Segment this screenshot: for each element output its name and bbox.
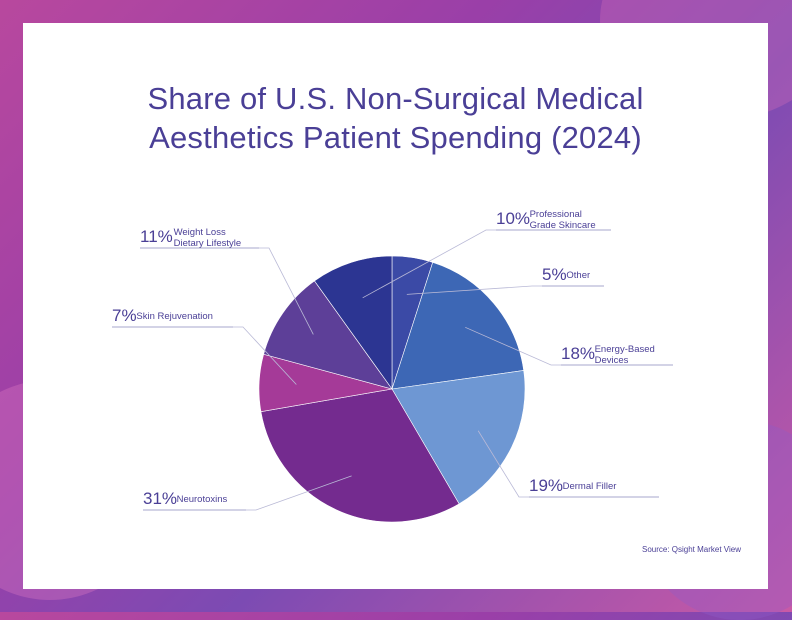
category-label-weight: Weight Loss — [174, 227, 226, 238]
category-label-energy: Energy-Based — [595, 344, 655, 355]
leader-line-other — [406, 285, 542, 295]
leader-line-dermal — [477, 430, 529, 498]
category-label-skincare: Grade Skincare — [530, 220, 596, 231]
category-label-dermal: Dermal Filler — [563, 481, 617, 492]
pie-slice-dermal — [391, 370, 526, 505]
pct-label-skincare: 10% — [496, 209, 530, 228]
leader-line-skincare — [362, 229, 496, 299]
chart-title: Share of U.S. Non-Surgical Medical Aesth… — [23, 79, 768, 157]
category-label-weight: Dietary Lifestyle — [174, 238, 242, 249]
leader-line-energy — [465, 326, 561, 366]
pie-slice-weight — [263, 280, 393, 390]
title-line-2: Aesthetics Patient Spending (2024) — [149, 120, 642, 155]
pct-label-skinrej: 7% — [112, 306, 137, 325]
pie-slice-neuro — [260, 388, 460, 523]
pct-label-other: 5% — [542, 265, 567, 284]
category-label-skincare: Professional — [530, 209, 582, 220]
pct-label-weight: 11% — [140, 227, 173, 246]
leader-line-neuro — [246, 475, 352, 511]
pie-slices — [258, 255, 526, 523]
title-line-1: Share of U.S. Non-Surgical Medical — [147, 81, 644, 116]
pie-slice-energy — [391, 262, 525, 390]
pct-label-neuro: 31% — [143, 489, 177, 508]
category-label-neuro: Neurotoxins — [177, 494, 228, 505]
category-label-skinrej: Skin Rejuvenation — [136, 311, 213, 322]
leader-line-skinrej — [233, 326, 297, 385]
category-label-energy: Devices — [595, 355, 629, 366]
source-note: Source: Qsight Market View — [641, 545, 741, 554]
pie-slice-skincare — [314, 255, 393, 390]
category-label-other: Other — [566, 270, 590, 281]
leader-line-weight — [259, 247, 314, 335]
pct-label-energy: 18% — [561, 344, 595, 363]
chart-card: Share of U.S. Non-Surgical Medical Aesth… — [23, 23, 768, 589]
pct-label-dermal: 19% — [529, 476, 563, 495]
